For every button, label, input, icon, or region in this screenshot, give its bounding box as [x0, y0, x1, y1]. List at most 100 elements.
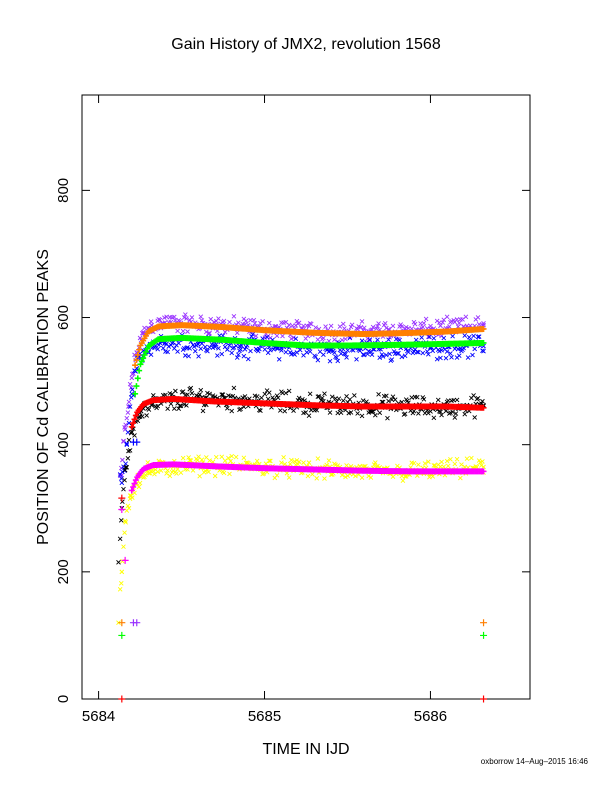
data-point [275, 395, 281, 401]
data-point [360, 352, 366, 357]
data-point [343, 474, 348, 480]
plus-marker [121, 556, 129, 564]
data-point [367, 338, 373, 343]
data-point [438, 355, 443, 361]
plus-marker [118, 695, 126, 703]
y-tick-label: 800 [55, 178, 72, 203]
data-point [129, 375, 135, 381]
data-point [157, 317, 163, 323]
data-point [376, 321, 381, 326]
data-point [366, 473, 371, 479]
data-point [227, 343, 232, 348]
data-point [229, 350, 235, 356]
fit-point [480, 325, 487, 332]
data-point [452, 415, 458, 420]
data-point [347, 397, 353, 402]
data-point [128, 430, 134, 436]
data-point [340, 398, 346, 403]
data-point [375, 323, 380, 329]
fit-point [136, 367, 143, 374]
data-point [375, 463, 380, 469]
data-point [178, 403, 184, 409]
data-point [163, 392, 168, 398]
data-point [187, 346, 193, 351]
data-point [432, 463, 438, 468]
data-point [374, 326, 379, 331]
data-point [402, 353, 408, 359]
data-point [227, 471, 232, 477]
data-point [411, 460, 417, 466]
data-point [280, 333, 285, 339]
data-point [375, 337, 380, 343]
data-point [419, 335, 425, 340]
data-point [349, 322, 355, 328]
data-point [124, 464, 130, 470]
fit-point [133, 357, 140, 364]
data-point [231, 313, 237, 319]
x-tick-label: 5686 [414, 708, 447, 725]
data-point [414, 394, 420, 400]
data-point [132, 433, 137, 438]
plot-frame [81, 94, 531, 700]
data-point [186, 353, 191, 359]
data-point [368, 475, 374, 480]
data-point [117, 586, 123, 592]
series-6 [128, 395, 487, 430]
data-point [203, 329, 209, 335]
data-point [460, 317, 465, 322]
data-point [144, 413, 149, 418]
data-point [123, 422, 129, 428]
data-point [422, 461, 428, 466]
data-point [444, 314, 450, 320]
data-point [315, 394, 321, 399]
data-point [421, 320, 427, 326]
data-point [200, 408, 206, 414]
fit-point [132, 412, 139, 419]
fit-point [138, 358, 145, 365]
fit-point [131, 480, 138, 487]
data-point [444, 458, 450, 464]
data-point [219, 392, 225, 397]
data-point [360, 398, 366, 403]
data-point [261, 471, 267, 476]
data-point [327, 410, 333, 415]
data-point [361, 352, 367, 358]
data-point [287, 461, 293, 467]
data-point [289, 336, 294, 342]
data-point [129, 387, 135, 392]
plus-marker [480, 619, 488, 627]
data-point [313, 325, 318, 330]
data-point [126, 399, 132, 405]
y-tick-label: 600 [55, 305, 72, 330]
data-point [313, 354, 318, 360]
data-point [207, 391, 212, 397]
data-point [354, 356, 359, 362]
data-point [118, 476, 124, 481]
fit-point [133, 383, 140, 390]
data-point [443, 408, 449, 414]
data-point [231, 385, 237, 391]
data-point [470, 352, 475, 358]
data-point [125, 455, 131, 461]
data-point [332, 350, 337, 356]
data-point [443, 355, 449, 361]
data-point [279, 348, 284, 353]
data-point [197, 473, 203, 479]
data-point [121, 486, 126, 492]
data-point [359, 413, 365, 419]
data-point [136, 484, 142, 490]
data-point [322, 476, 327, 481]
data-point [439, 347, 444, 353]
data-point [117, 473, 123, 478]
data-point [474, 464, 480, 470]
data-point [241, 353, 247, 359]
data-point [198, 314, 204, 319]
data-point [129, 495, 135, 500]
data-point [277, 408, 283, 413]
fit-point [132, 362, 139, 369]
data-point [262, 347, 268, 352]
data-point [143, 472, 148, 478]
data-point [454, 456, 460, 462]
data-point [480, 459, 485, 464]
data-point [120, 499, 125, 504]
